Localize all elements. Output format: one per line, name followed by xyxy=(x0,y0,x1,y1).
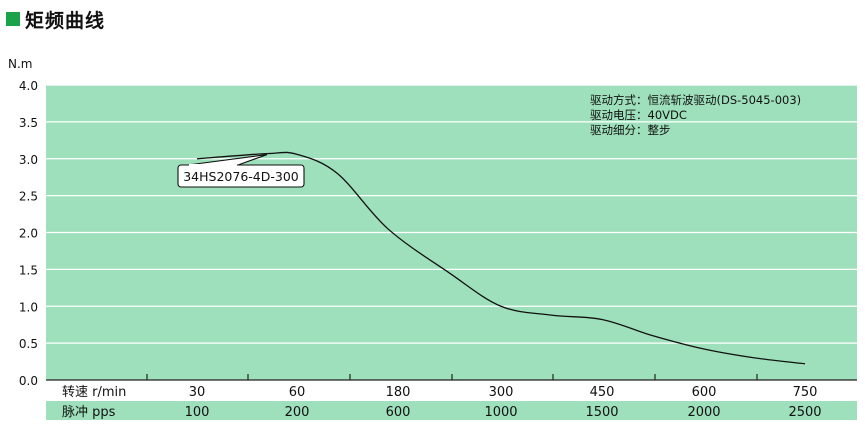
x-tick-labels: 转速 r/min 30 60 180 300 450 600 750 脉冲 pps 100 200 6… xyxy=(62,385,822,420)
x-tick-label: 60 xyxy=(289,385,306,400)
x-tick-label: 100 xyxy=(185,405,210,420)
x-tick-label: 200 xyxy=(285,405,310,420)
drive-notes: 驱动方式：恒流斩波驱动(DS-5045-003)驱动电压：40VDC驱动细分：整… xyxy=(590,93,801,137)
x-tick-label: 600 xyxy=(692,385,717,400)
x-row-label: 脉冲 pps xyxy=(62,405,116,420)
pulse-row-band xyxy=(46,401,857,420)
y-tick-label: 3.0 xyxy=(19,153,38,167)
drive-note: 驱动方式：恒流斩波驱动(DS-5045-003) xyxy=(590,93,801,107)
x-tick-label: 750 xyxy=(793,385,818,400)
x-tick-marks xyxy=(146,374,758,380)
x-tick-label: 180 xyxy=(386,385,411,400)
x-tick-label: 450 xyxy=(590,385,615,400)
y-tick-labels: 0.0 0.5 1.0 1.5 2.0 2.5 3.0 3.5 4.0 xyxy=(19,79,38,388)
series-line xyxy=(196,151,806,365)
x-tick-label: 2500 xyxy=(788,405,821,420)
x-row-label: 转速 r/min xyxy=(62,385,126,400)
series-callout: 34HS2076-4D-300 xyxy=(177,154,305,188)
y-tick-label: 3.5 xyxy=(19,116,38,130)
x-tick-label: 30 xyxy=(189,385,206,400)
x-tick-label: 600 xyxy=(386,405,411,420)
x-tick-label: 300 xyxy=(489,385,514,400)
drive-note: 驱动电压：40VDC xyxy=(590,108,687,122)
section-header: 矩频曲线 xyxy=(6,6,105,32)
y-tick-label: 2.5 xyxy=(19,190,38,204)
section-title: 矩频曲线 xyxy=(25,9,106,32)
y-tick-label: 4.0 xyxy=(19,79,38,93)
series-label: 34HS2076-4D-300 xyxy=(183,169,299,184)
grid-lines xyxy=(46,84,857,344)
y-tick-label: 2.0 xyxy=(19,227,38,241)
y-tick-label: 0.5 xyxy=(19,337,38,351)
y-tick-label: 1.0 xyxy=(19,300,38,314)
drive-note: 驱动细分：整步 xyxy=(590,123,671,137)
x-tick-label: 1000 xyxy=(484,405,517,420)
x-tick-label: 1500 xyxy=(585,405,618,420)
callout-box xyxy=(177,164,305,188)
green-square-icon xyxy=(6,12,20,26)
y-axis-label: N.m xyxy=(8,57,32,71)
x-tick-label: 2000 xyxy=(687,405,720,420)
y-tick-label: 1.5 xyxy=(19,263,38,277)
y-tick-label: 0.0 xyxy=(19,374,38,388)
